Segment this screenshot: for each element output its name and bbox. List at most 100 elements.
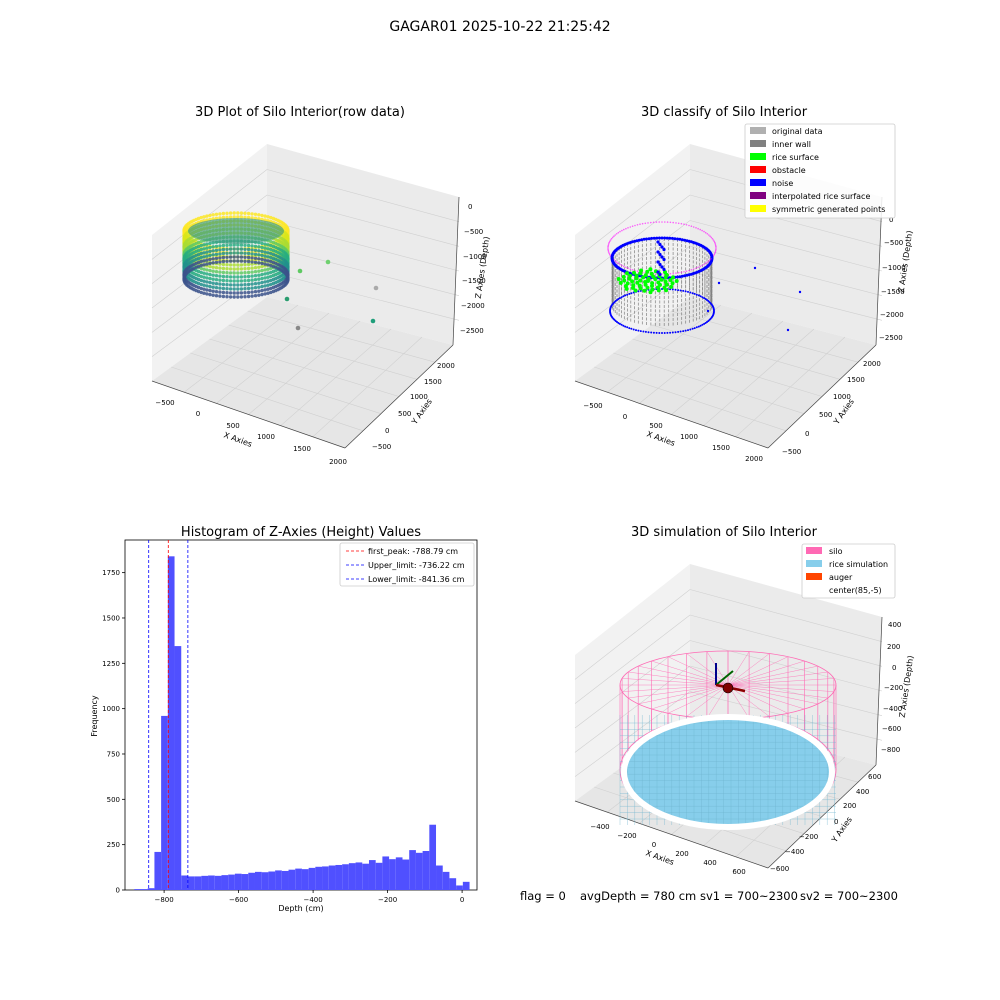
data-point — [221, 251, 226, 256]
histogram-bar — [154, 851, 162, 890]
data-point — [239, 283, 244, 287]
z-axis-line — [875, 616, 883, 766]
data-point — [243, 295, 247, 299]
data-point — [263, 214, 267, 218]
data-point — [239, 247, 244, 251]
data-point — [246, 251, 251, 256]
data-point — [225, 283, 229, 287]
z-tick-label: −2500 — [879, 334, 903, 342]
y-axis-line — [767, 344, 877, 449]
z-axis-line — [875, 196, 883, 346]
raw-3d-x-axis-label: X Axies — [222, 430, 253, 449]
data-point — [211, 277, 215, 281]
noise-point — [703, 322, 706, 325]
histogram-bar — [134, 889, 142, 890]
x-tick-label: 200 — [675, 850, 688, 858]
x-tick-label: 0 — [460, 896, 464, 904]
noise-point — [637, 290, 640, 293]
noise-point — [655, 331, 658, 334]
data-point — [202, 271, 206, 275]
z-tick-label: −1500 — [462, 277, 486, 285]
data-point — [243, 287, 247, 291]
classify-3d-y-axis-label: Y Axies — [831, 397, 856, 427]
x-tick-label: 1500 — [293, 445, 311, 453]
data-point — [246, 243, 251, 248]
symmetric-point — [629, 226, 632, 228]
y-tick-label: −600 — [770, 865, 789, 873]
x-tick-label: 400 — [703, 859, 716, 867]
auger-center-marker — [722, 682, 734, 694]
data-point — [253, 286, 258, 290]
histogram-bar — [261, 872, 269, 890]
wall-gridline — [574, 589, 691, 680]
classify-3d-x-tick-labels: −500 0 500 1000 1500 2000 — [583, 402, 763, 463]
data-point — [202, 279, 206, 283]
data-point — [218, 274, 222, 278]
silo-roof-line — [628, 671, 729, 686]
wall-gridline — [574, 614, 691, 704]
data-point — [208, 253, 212, 258]
rice-surface-point — [664, 282, 669, 287]
data-point — [225, 271, 229, 275]
data-point — [211, 293, 215, 297]
data-point — [225, 211, 229, 215]
y-tick-label: 1750 — [102, 569, 120, 577]
data-point — [271, 269, 276, 274]
data-point — [239, 263, 244, 267]
data-point — [221, 294, 226, 299]
data-point — [205, 246, 209, 250]
rice-surface-point — [642, 288, 647, 293]
legend-swatch — [750, 205, 766, 212]
data-point — [208, 213, 212, 218]
histogram-axes: −800 −600 −400 −200 0 0 250 500 750 1000 1250 1500 1… — [102, 569, 464, 904]
data-point — [269, 215, 273, 220]
rice-surface-point — [645, 269, 650, 274]
symmetric-point — [706, 233, 709, 235]
simulation-auger — [715, 663, 746, 694]
data-point — [243, 243, 247, 247]
symmetric-point — [677, 271, 680, 274]
data-point — [214, 244, 219, 248]
silo-roof-line — [638, 665, 729, 686]
symmetric-point — [685, 270, 688, 273]
data-point — [205, 242, 209, 246]
noise-point — [618, 297, 621, 300]
histogram-bar — [449, 878, 457, 890]
data-point — [260, 257, 264, 262]
data-point — [221, 290, 226, 295]
symmetric-point — [715, 248, 717, 251]
data-point — [243, 255, 247, 259]
noise-point — [689, 328, 692, 331]
x-tick-label: −800 — [154, 896, 173, 904]
data-point — [263, 272, 267, 276]
rice-surface-point — [616, 277, 621, 281]
wall-gridline — [689, 691, 883, 741]
data-point — [196, 244, 201, 249]
noise-point — [642, 330, 645, 333]
data-point — [239, 279, 244, 283]
noise-point — [618, 322, 621, 325]
data-point — [269, 259, 273, 264]
noise-point — [626, 293, 629, 296]
noise-point — [677, 289, 680, 292]
symmetric-point — [704, 262, 707, 265]
histogram-bar — [141, 889, 148, 890]
y-axis-line — [767, 764, 877, 869]
z-tick-label: 0 — [468, 203, 472, 211]
data-point — [228, 255, 233, 259]
noise-point — [669, 331, 672, 334]
data-point — [232, 295, 236, 299]
simulation-rice-surface — [619, 714, 836, 830]
rice-surface-point — [630, 279, 635, 284]
noise-point — [632, 328, 635, 331]
symmetric-point — [701, 264, 703, 267]
y-tick-label: 400 — [856, 788, 869, 796]
symmetric-point — [664, 221, 666, 223]
symmetric-point — [709, 259, 711, 261]
z-tick-label: −2000 — [880, 311, 904, 319]
rice-surface-point — [671, 275, 675, 280]
noise-point — [640, 238, 644, 242]
noise-point — [657, 236, 661, 240]
data-point — [208, 288, 212, 293]
data-point — [218, 252, 222, 256]
